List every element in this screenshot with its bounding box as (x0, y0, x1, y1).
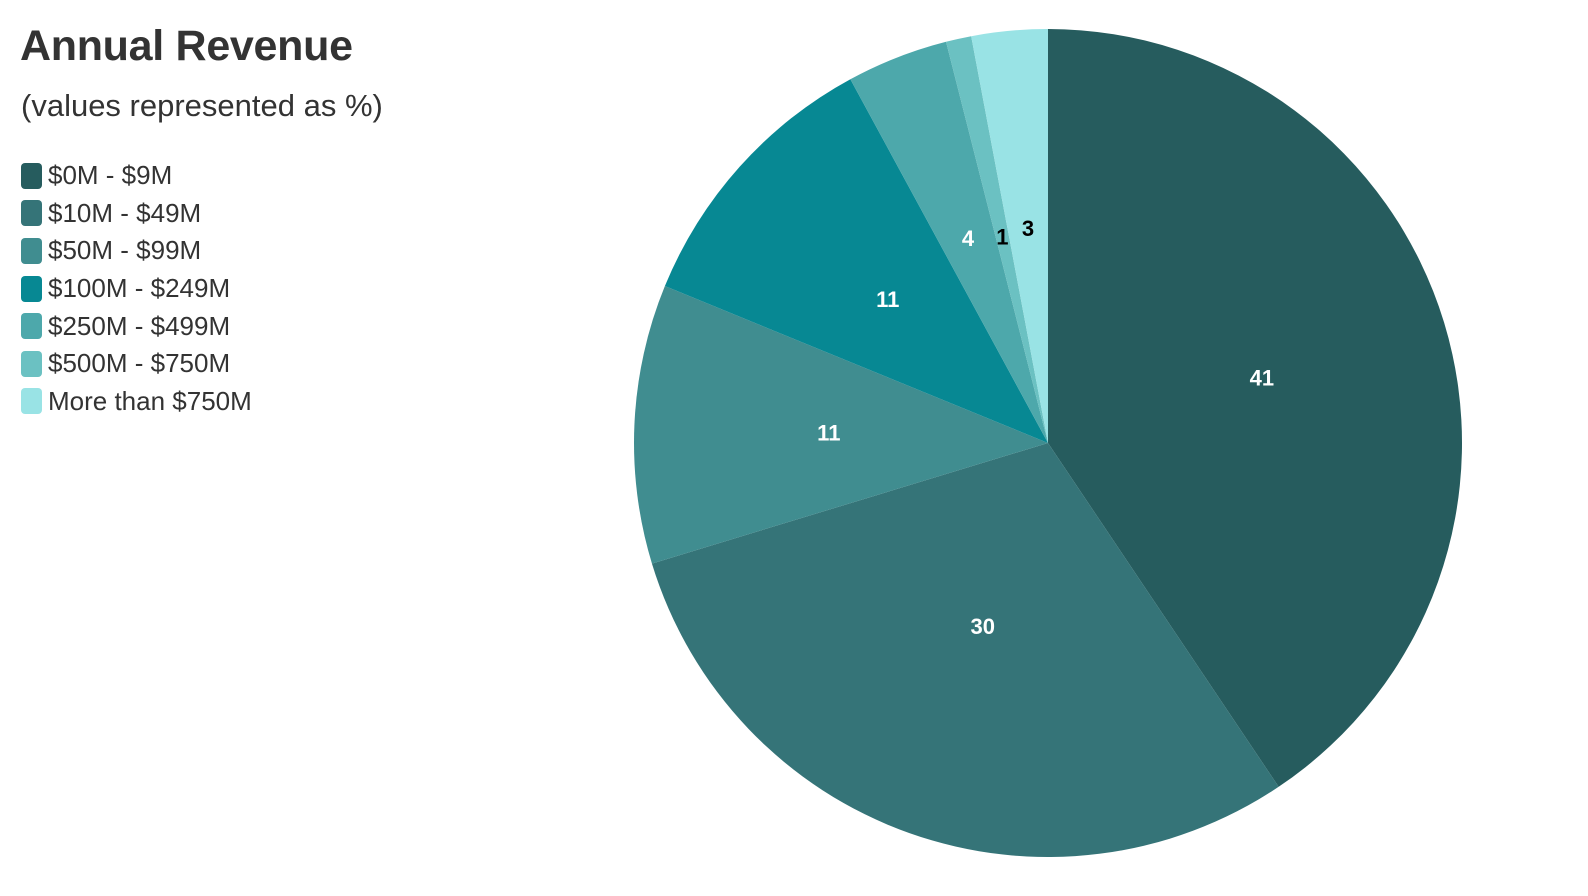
slice-value-label: 3 (1022, 216, 1034, 241)
slice-value-label: 11 (817, 420, 840, 445)
legend-item: $100M - $249M (21, 270, 252, 308)
legend-label: $250M - $499M (48, 310, 231, 341)
legend-swatch (21, 313, 42, 340)
legend-item: $500M - $750M (21, 345, 252, 383)
legend-item: $50M - $99M (21, 232, 252, 270)
slice-value-label: 1 (996, 224, 1008, 249)
legend-label: $10M - $49M (48, 197, 202, 228)
legend-swatch (21, 162, 42, 189)
pie-slice (1048, 29, 1462, 787)
chart-title: Annual Revenue (20, 22, 353, 70)
pie-slice (971, 29, 1048, 443)
chart-legend: $0M - $9M $10M - $49M $50M - $99M $100M - $… (21, 157, 252, 420)
pie-slice (850, 41, 1048, 443)
slice-value-label: 4 (962, 226, 975, 251)
pie-slice (664, 79, 1048, 443)
legend-label: $50M - $99M (48, 235, 202, 266)
chart-subtitle: (values represented as %) (21, 88, 383, 123)
legend-swatch (21, 275, 42, 302)
legend-swatch (21, 350, 42, 377)
legend-swatch (21, 388, 42, 415)
legend-swatch (21, 200, 42, 227)
legend-item: $0M - $9M (21, 157, 252, 195)
pie-slice (651, 443, 1279, 857)
slice-value-label: 30 (970, 614, 994, 639)
pie-slice (634, 286, 1048, 564)
legend-label: $100M - $249M (48, 273, 231, 304)
legend-label: $500M - $750M (48, 348, 231, 379)
legend-label: $0M - $9M (48, 160, 173, 191)
legend-item: $250M - $499M (21, 307, 252, 345)
legend-item: More than $750M (21, 383, 252, 421)
slice-value-label: 11 (876, 287, 899, 312)
legend-item: $10M - $49M (21, 195, 252, 233)
slice-value-label: 41 (1250, 365, 1274, 390)
pie-slice (946, 36, 1048, 444)
legend-label: More than $750M (48, 385, 252, 416)
legend-swatch (21, 237, 42, 264)
